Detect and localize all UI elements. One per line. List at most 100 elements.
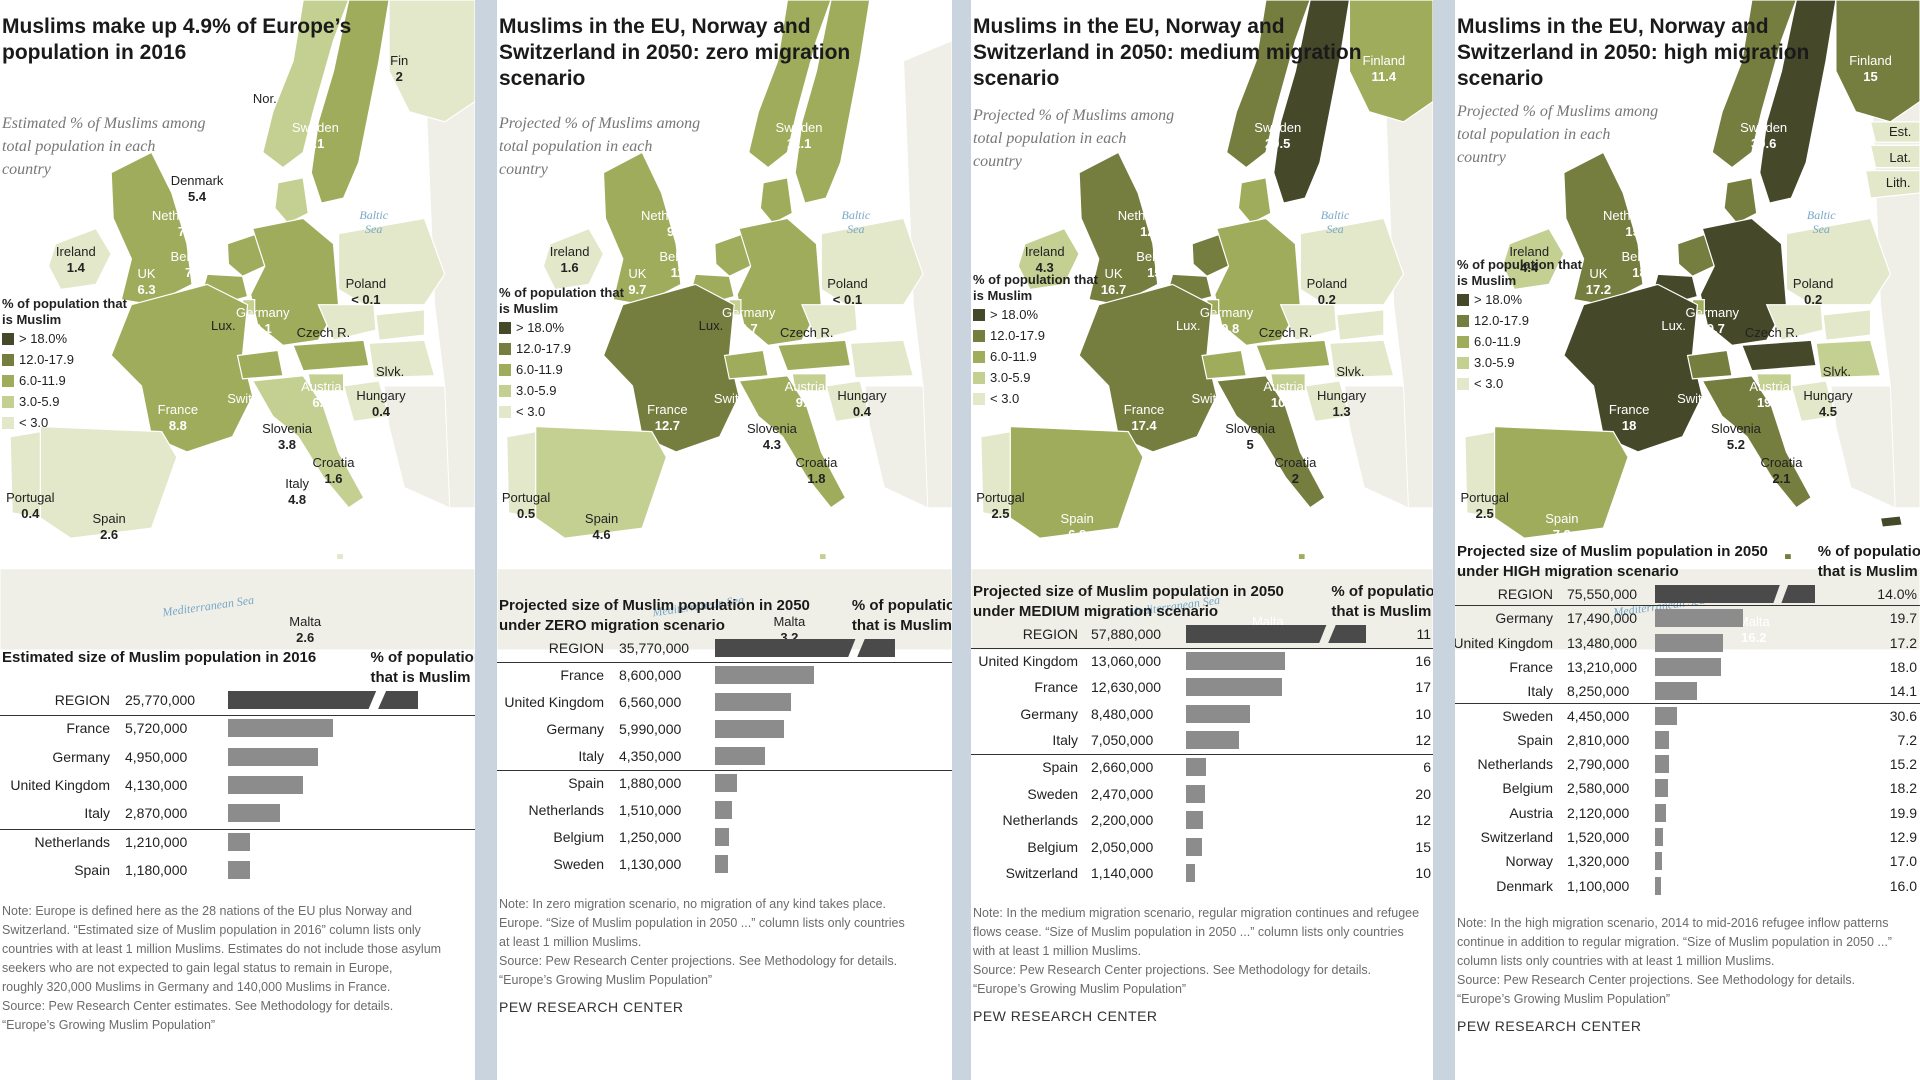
map-label-value: 15.1	[1147, 264, 1173, 280]
choropleth-map	[0, 0, 475, 650]
country-bar	[1186, 731, 1240, 750]
legend-label: 6.0-11.9	[1474, 334, 1521, 349]
row-divider	[971, 647, 1433, 649]
country-shape-croatia	[342, 380, 390, 423]
country-shape-ireland	[47, 227, 112, 291]
bar-value-label: 2,580,000	[1567, 780, 1630, 797]
map-label-denmark: Denmark 16	[1622, 173, 1675, 205]
bar-pct-label: 19.9	[1889, 804, 1917, 821]
choropleth-map	[971, 0, 1433, 650]
country-bar	[1186, 811, 1203, 830]
region-bar-tail	[857, 639, 895, 657]
map-label-ireland: Ireland 1.4	[56, 244, 96, 276]
bar-row: Sweden 2,470,000 20	[971, 784, 1433, 804]
country-shape-nor	[748, 0, 832, 169]
map-label-value: 2.6	[100, 526, 119, 542]
map-label-name: UK	[628, 266, 647, 282]
bar-pct-label: 12	[1415, 732, 1431, 749]
bar-row: United Kingdom 6,560,000	[497, 692, 952, 712]
note-line: Source: Pew Research Center estimates. S…	[2, 999, 394, 1014]
map-label-name: Portugal	[6, 489, 55, 505]
country-shape-hungary	[368, 339, 436, 379]
map-label-name: Switz.	[713, 391, 749, 407]
bar-category-label: Switzerland	[1005, 865, 1078, 882]
bar-category-label: United Kingdom	[1455, 634, 1553, 651]
country-shape-italy	[1701, 375, 1812, 509]
bar-category-label: Austria	[1509, 804, 1553, 821]
country-shape-ireland	[1017, 227, 1080, 291]
brand-label: PEW RESEARCH CENTER	[973, 1008, 1158, 1024]
legend-label: > 18.0%	[516, 320, 565, 335]
country-shape-croatia	[1790, 380, 1837, 423]
map-label-name: Switz.	[227, 391, 262, 407]
bar-pct-label: 7.2	[1897, 731, 1917, 748]
country-shape-denmark	[274, 177, 309, 225]
country-bar	[1655, 852, 1662, 871]
map-label-value: 2.1	[1772, 471, 1791, 486]
country-shape-slovenia	[307, 373, 345, 392]
region-bar	[1186, 625, 1327, 643]
panel-subtitle: Projected % of Muslims among total popul…	[499, 115, 701, 178]
map-label-ireland: Ireland 1.6	[550, 244, 590, 276]
legend-item: > 18.0%	[2, 328, 127, 349]
bar-category-label: REGION	[1497, 586, 1553, 602]
bar-pct-label: 14.0%	[1877, 586, 1917, 602]
map-label-name: Germany	[236, 304, 290, 320]
country-shape-sweden	[1759, 0, 1837, 204]
legend-item: < 3.0	[499, 401, 624, 422]
bar-row: Spain 2,660,000 6	[971, 757, 1433, 777]
bar-value-label: 57,880,000	[1091, 626, 1162, 642]
map-label-name: Italy	[1248, 476, 1272, 492]
map-label-portugal: Portugal 0.5	[502, 490, 550, 522]
map-label-value: 0.4	[852, 403, 871, 419]
map-label-sweden: Sweden 20.5	[1254, 120, 1301, 152]
country-shape-germany	[1214, 217, 1301, 346]
map-label-value: 2.6	[296, 630, 315, 646]
map-label-name: Hungary	[356, 387, 406, 403]
bar-row: United Kingdom 13,060,000 16	[971, 651, 1433, 671]
map-label-slovenia: Slovenia 5.2	[1711, 421, 1761, 453]
brand-label: PEW RESEARCH CENTER	[499, 999, 684, 1015]
non-eu-land	[1383, 40, 1433, 509]
bar-category-label: Belgium	[553, 829, 604, 845]
country-bar	[715, 720, 784, 738]
map-label-nor: Nor.	[1217, 91, 1241, 107]
map-label-portugal: Portugal 2.5	[1460, 490, 1508, 522]
country-bar	[1186, 864, 1195, 883]
bar-row: Switzerland 1,520,000 12.9	[1455, 827, 1920, 847]
country-shape-switz	[1201, 349, 1247, 380]
bar-category-label: France	[1509, 658, 1553, 675]
note-line: Note: Europe is defined here as the 28 n…	[2, 904, 412, 919]
bar-value-label: 12,630,000	[1091, 679, 1162, 696]
bar-category-label: Spain	[74, 861, 110, 878]
map-label-croatia: Croatia 1.6	[313, 455, 355, 487]
country-shape-slovenia	[1270, 373, 1306, 392]
map-label-poland: Poland < 0.1	[827, 276, 867, 308]
bar-row: Spain 1,180,000	[0, 860, 475, 880]
country-shape-denmark	[1723, 177, 1758, 225]
map-label-value: 5.2	[1726, 437, 1745, 453]
bar-pct-label: 18.2	[1889, 780, 1917, 797]
map-label-name: Lux.	[1661, 317, 1686, 333]
note-line: “Europe’s Growing Muslim Population”	[2, 1018, 216, 1033]
legend-swatch	[973, 371, 985, 384]
map-label-germany: Germany 10.8	[1200, 305, 1253, 337]
note-line: countries with at least 1 million Muslim…	[2, 942, 442, 957]
bar-value-label: 13,480,000	[1567, 634, 1638, 651]
country-shape-czech-r	[1279, 304, 1338, 341]
bar-row: Netherlands 2,200,000 12	[971, 810, 1433, 830]
map-label-name: Czech R.	[780, 325, 834, 340]
bar-row: Netherlands 1,510,000	[497, 800, 952, 820]
map-label-value: 16.2	[1741, 630, 1767, 646]
legend-label: > 18.0%	[19, 331, 68, 346]
country-shape-sweden	[1273, 0, 1351, 204]
country-shape-nor	[1711, 0, 1797, 169]
bar-row: Italy 8,250,000 14.1	[1455, 681, 1920, 701]
country-shape-austria	[1255, 339, 1331, 372]
non-eu-land	[1343, 385, 1409, 509]
country-bar	[228, 832, 251, 851]
bar-category-label: Germany	[1495, 610, 1553, 627]
bar-category-label: Sweden	[553, 856, 604, 872]
legend-item: < 3.0	[2, 412, 127, 433]
non-eu-land	[497, 568, 952, 650]
